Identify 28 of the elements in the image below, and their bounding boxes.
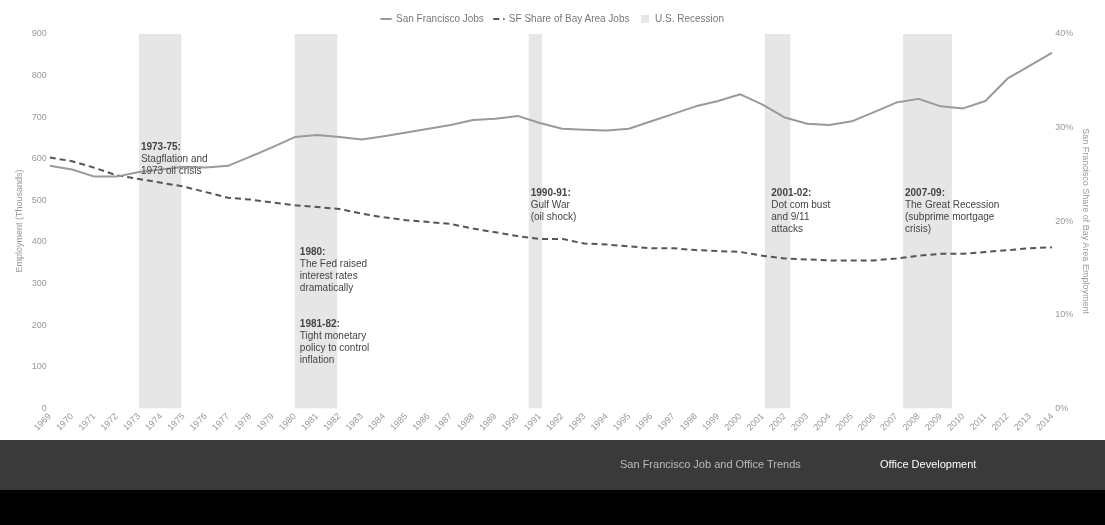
y2-axis-title: San Francisco Share of Bay Area Employment: [1081, 128, 1092, 315]
y-tick-label: 200: [31, 319, 47, 330]
y-tick-label: 500: [31, 194, 47, 205]
y-tick-label: 900: [31, 28, 47, 39]
annotation: 1973-75: Stagflation and 1973 oil crisis: [140, 140, 208, 176]
annotation: 2001-02: Dot com bust and 9/11 attacks: [771, 186, 831, 234]
y-tick-label: 800: [31, 70, 47, 81]
legend-label: San Francisco Jobs: [396, 12, 484, 24]
y2-tick-label: 30%: [1055, 122, 1074, 133]
annotation: 2007-09: The Great Recession (subprime mortgage crisis): [904, 186, 1000, 234]
y2-tick-label: 10%: [1055, 309, 1074, 320]
y-tick-label: 600: [31, 153, 47, 164]
legend-label: SF Share of Bay Area Jobs: [508, 12, 630, 24]
y2-tick-label: 0%: [1055, 402, 1069, 413]
y2-tick-label: 40%: [1055, 28, 1074, 39]
annotation: 1990-91: Gulf War (oil shock): [530, 186, 577, 222]
y-tick-label: 100: [31, 361, 47, 372]
y-tick-label: 400: [31, 236, 47, 247]
legend-label: U.S. Recession: [655, 12, 724, 24]
annotation: 1981-82: Tight monetary policy to control inflation: [299, 317, 370, 365]
y-tick-label: 0: [41, 402, 47, 413]
y2-tick-label: 20%: [1055, 215, 1074, 226]
text: Office Development: [880, 458, 977, 470]
y-axis-title: Employment (Thousands): [13, 169, 24, 273]
text: San Francisco Job and Office Trends: [620, 458, 801, 470]
y-tick-label: 700: [31, 111, 47, 122]
annotation: 1980: The Fed raised interest rates dramatically: [299, 245, 368, 293]
y-tick-label: 300: [31, 277, 47, 288]
